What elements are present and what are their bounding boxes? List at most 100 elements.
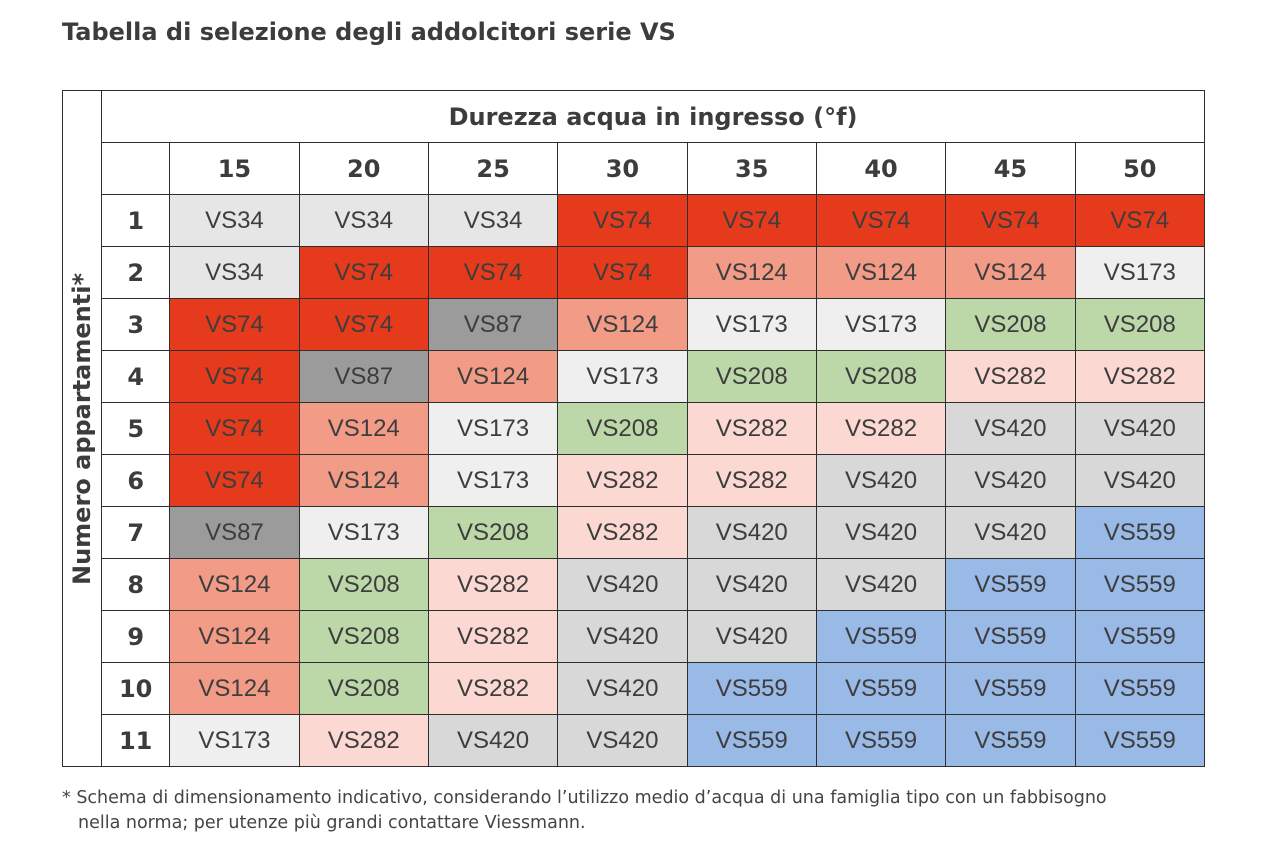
model-cell: VS282 bbox=[686, 454, 817, 507]
model-cell: VS124 bbox=[686, 246, 817, 299]
model-cell: VS559 bbox=[1074, 558, 1206, 611]
model-cell: VS208 bbox=[815, 350, 947, 403]
row-axis-label-cell: Numero appartamenti* bbox=[61, 90, 103, 767]
model-cell: VS559 bbox=[945, 558, 1076, 611]
model-cell: VS208 bbox=[557, 402, 688, 455]
model-cell: VS282 bbox=[427, 662, 559, 715]
model-cell: VS124 bbox=[298, 402, 429, 455]
table-row: 1 VS34 VS34 VS34 VS74 VS74 VS74 VS74 VS74 bbox=[63, 194, 1206, 247]
model-cell: VS559 bbox=[945, 610, 1076, 663]
model-cell: VS420 bbox=[557, 714, 688, 767]
model-cell: VS420 bbox=[945, 402, 1076, 455]
model-cell: VS74 bbox=[298, 246, 429, 299]
model-cell: VS173 bbox=[169, 714, 300, 767]
model-cell: VS208 bbox=[298, 558, 429, 611]
model-cell: VS420 bbox=[815, 506, 947, 559]
model-cell: VS559 bbox=[1074, 662, 1206, 715]
row-header: 6 bbox=[101, 454, 171, 507]
model-cell: VS74 bbox=[169, 350, 300, 403]
row-header: 10 bbox=[101, 662, 171, 715]
model-cell: VS559 bbox=[945, 662, 1076, 715]
model-cell: VS420 bbox=[815, 558, 947, 611]
model-cell: VS282 bbox=[427, 558, 559, 611]
model-cell: VS208 bbox=[298, 662, 429, 715]
model-cell: VS282 bbox=[557, 454, 688, 507]
model-cell: VS208 bbox=[1074, 298, 1206, 351]
model-cell: VS173 bbox=[427, 454, 559, 507]
row-header: 11 bbox=[101, 714, 171, 767]
model-cell: VS420 bbox=[557, 610, 688, 663]
model-cell: VS87 bbox=[169, 506, 300, 559]
model-cell: VS282 bbox=[427, 610, 559, 663]
model-cell: VS74 bbox=[427, 246, 559, 299]
model-cell: VS74 bbox=[298, 298, 429, 351]
model-cell: VS420 bbox=[945, 454, 1076, 507]
row-header: 4 bbox=[101, 350, 171, 403]
footnote-line-2: nella norma; per utenze più grandi conta… bbox=[78, 813, 586, 833]
column-header: 35 bbox=[686, 142, 817, 195]
model-cell: VS559 bbox=[1074, 610, 1206, 663]
model-cell: VS282 bbox=[945, 350, 1076, 403]
column-header: 40 bbox=[815, 142, 947, 195]
column-header: 30 bbox=[557, 142, 688, 195]
model-cell: VS420 bbox=[1074, 454, 1206, 507]
model-cell: VS87 bbox=[427, 298, 559, 351]
table-row: 4 VS74 VS87 VS124 VS173 VS208 VS208 VS282 VS282 bbox=[63, 350, 1206, 403]
table-row: 2 VS34 VS74 VS74 VS74 VS124 VS124 VS124 VS173 bbox=[63, 246, 1206, 299]
model-cell: VS74 bbox=[686, 194, 817, 247]
column-header: 20 bbox=[298, 142, 429, 195]
model-cell: VS420 bbox=[686, 558, 817, 611]
model-cell: VS74 bbox=[557, 246, 688, 299]
model-cell: VS124 bbox=[945, 246, 1076, 299]
row-header: 1 bbox=[101, 194, 171, 247]
model-cell: VS74 bbox=[169, 402, 300, 455]
model-cell: VS282 bbox=[1074, 350, 1206, 403]
model-cell: VS173 bbox=[557, 350, 688, 403]
row-header: 5 bbox=[101, 402, 171, 455]
model-cell: VS282 bbox=[298, 714, 429, 767]
model-cell: VS34 bbox=[427, 194, 559, 247]
model-cell: VS173 bbox=[815, 298, 947, 351]
column-header: 25 bbox=[427, 142, 559, 195]
table-row: 7 VS87 VS173 VS208 VS282 VS420 VS420 VS420 VS559 bbox=[63, 506, 1206, 559]
model-cell: VS559 bbox=[945, 714, 1076, 767]
page-title: Tabella di selezione degli addolcitori s… bbox=[62, 18, 676, 46]
row-header: 2 bbox=[101, 246, 171, 299]
model-cell: VS420 bbox=[945, 506, 1076, 559]
table-row: 5 VS74 VS124 VS173 VS208 VS282 VS282 VS420 VS420 bbox=[63, 402, 1206, 455]
model-cell: VS420 bbox=[815, 454, 947, 507]
model-cell: VS559 bbox=[815, 714, 947, 767]
model-cell: VS559 bbox=[815, 662, 947, 715]
model-cell: VS420 bbox=[427, 714, 559, 767]
footnote-line-1: * Schema di dimensionamento indicativo, … bbox=[62, 788, 1107, 808]
row-header: 9 bbox=[101, 610, 171, 663]
model-cell: VS74 bbox=[945, 194, 1076, 247]
model-cell: VS34 bbox=[169, 194, 300, 247]
model-cell: VS420 bbox=[686, 610, 817, 663]
footnote: * Schema di dimensionamento indicativo, … bbox=[62, 786, 1232, 836]
model-cell: VS87 bbox=[298, 350, 429, 403]
column-header: 45 bbox=[945, 142, 1076, 195]
row-header: 8 bbox=[101, 558, 171, 611]
model-cell: VS559 bbox=[686, 714, 817, 767]
model-cell: VS124 bbox=[169, 610, 300, 663]
model-cell: VS208 bbox=[686, 350, 817, 403]
model-cell: VS34 bbox=[169, 246, 300, 299]
model-cell: VS74 bbox=[169, 454, 300, 507]
model-cell: VS124 bbox=[169, 662, 300, 715]
table-row: 11 VS173 VS282 VS420 VS420 VS559 VS559 VS559 VS5… bbox=[63, 714, 1206, 767]
model-cell: VS559 bbox=[686, 662, 817, 715]
column-header: 15 bbox=[169, 142, 300, 195]
table-row: 6 VS74 VS124 VS173 VS282 VS282 VS420 VS420 VS420 bbox=[63, 454, 1206, 507]
model-cell: VS34 bbox=[298, 194, 429, 247]
model-cell: VS282 bbox=[686, 402, 817, 455]
column-header: 50 bbox=[1074, 142, 1206, 195]
model-cell: VS420 bbox=[686, 506, 817, 559]
model-cell: VS208 bbox=[298, 610, 429, 663]
model-cell: VS559 bbox=[1074, 714, 1206, 767]
table-body: Numero appartamenti* Durezza acqua in ing… bbox=[61, 90, 1206, 767]
row-header: 3 bbox=[101, 298, 171, 351]
table-row: 8 VS124 VS208 VS282 VS420 VS420 VS420 VS559 VS55… bbox=[63, 558, 1206, 611]
model-cell: VS124 bbox=[298, 454, 429, 507]
corner-cell bbox=[101, 142, 171, 195]
